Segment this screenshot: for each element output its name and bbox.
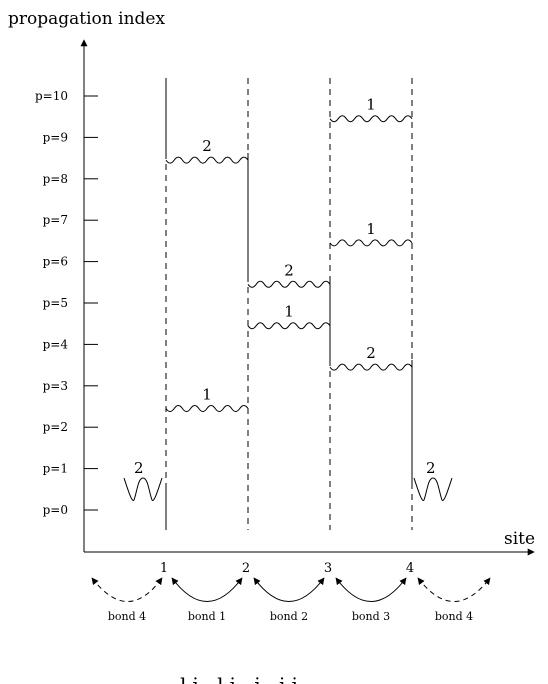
propagators: 1 2 1 2 2 1 1 xyxy=(165,96,413,412)
y-tick-label-4: p=4 xyxy=(43,337,69,351)
loop-right-label: 2 xyxy=(426,459,436,477)
propagator-label-4: 2 xyxy=(366,344,376,362)
propagator-label-3: 2 xyxy=(284,261,294,279)
bond-arc-1 xyxy=(171,577,243,602)
edge-loops: 2 2 xyxy=(123,459,453,501)
y-tick-label-7: p=7 xyxy=(43,213,68,227)
propagator-wave-5 xyxy=(329,239,413,247)
propagator-wave-1 xyxy=(165,156,249,164)
y-tick-label-5: p=5 xyxy=(43,296,68,310)
bond-label-4-right: bond 4 xyxy=(435,610,473,623)
bond-label-1: bond 1 xyxy=(188,610,226,623)
bond-label-3: bond 3 xyxy=(352,610,390,623)
bond-arc-4-right xyxy=(417,577,491,602)
y-axis-title: propagation index xyxy=(8,9,165,29)
propagator-wave-2 xyxy=(247,322,331,330)
axes xyxy=(80,39,535,556)
y-tick-label-9: p=9 xyxy=(43,130,68,144)
bond-label-4-left: bond 4 xyxy=(108,610,146,623)
propagator-label-6: 1 xyxy=(366,96,376,114)
propagator-wave-4 xyxy=(329,363,413,371)
bond-labels: bond 4 bond 1 bond 2 bond 3 bond 4 xyxy=(108,610,473,623)
bond-label-2: bond 2 xyxy=(270,610,308,623)
site-label-4: 4 xyxy=(406,561,414,576)
y-tick-label-2: p=2 xyxy=(43,420,68,434)
y-tick-label-3: p=3 xyxy=(43,379,68,393)
y-tick-label-0: p=0 xyxy=(43,503,68,517)
y-ticks: p=0 p=1 p=2 p=3 p=4 p=5 p=6 p=7 p=8 p=9 p=10 xyxy=(35,89,98,517)
y-tick-label-6: p=6 xyxy=(43,255,68,269)
loop-left-wave xyxy=(123,477,163,501)
site-labels: 1 2 3 4 xyxy=(160,561,414,576)
bond-arc-4-left xyxy=(91,577,163,602)
propagator-label-5: 1 xyxy=(366,220,376,238)
site-label-3: 3 xyxy=(324,561,332,576)
bottom-caption-text: li li i ii xyxy=(180,673,304,684)
site-label-2: 2 xyxy=(242,561,250,576)
site-lines xyxy=(165,78,413,530)
bond-arcs xyxy=(91,577,491,602)
bond-arc-3 xyxy=(335,577,407,602)
y-tick-label-10: p=10 xyxy=(35,89,68,103)
x-axis-title: site xyxy=(504,529,535,549)
propagator-wave-6 xyxy=(329,115,413,123)
propagator-label-0: 1 xyxy=(202,386,212,404)
site-label-1: 1 xyxy=(160,561,168,576)
loop-left-label: 2 xyxy=(134,459,144,477)
y-tick-label-8: p=8 xyxy=(43,172,68,186)
propagator-wave-3 xyxy=(247,280,331,288)
propagator-label-1: 2 xyxy=(202,137,212,155)
y-tick-label-1: p=1 xyxy=(43,462,68,476)
propagator-label-2: 1 xyxy=(284,303,294,321)
loop-right-wave xyxy=(413,477,453,501)
propagator-wave-0 xyxy=(165,405,249,412)
bond-arc-2 xyxy=(253,577,325,602)
